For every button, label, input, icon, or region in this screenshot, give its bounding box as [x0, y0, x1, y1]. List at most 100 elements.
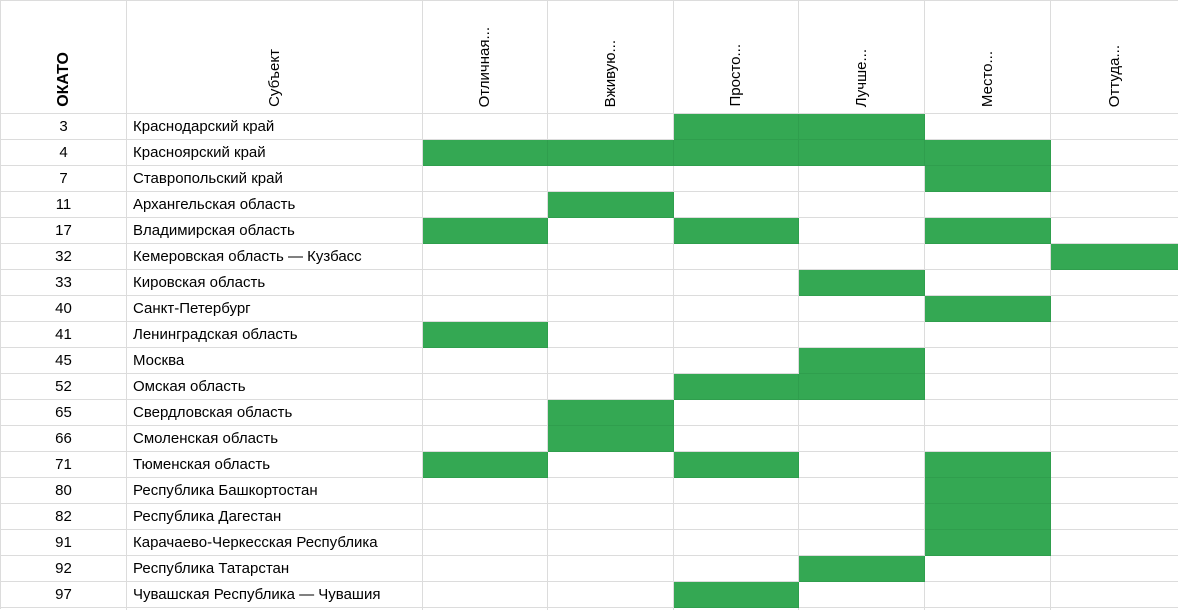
matrix-cell[interactable]: [925, 296, 1051, 322]
matrix-cell[interactable]: [548, 270, 674, 296]
okato-cell[interactable]: 71: [1, 452, 127, 478]
matrix-cell[interactable]: [1051, 322, 1178, 348]
subject-cell[interactable]: Красноярский край: [127, 140, 423, 166]
matrix-cell[interactable]: [423, 426, 548, 452]
matrix-cell[interactable]: [799, 166, 925, 192]
subject-cell[interactable]: Республика Дагестан: [127, 504, 423, 530]
matrix-cell[interactable]: [674, 114, 799, 140]
column-header-cell-ottuda[interactable]: Оттуда...: [1051, 1, 1178, 114]
matrix-cell[interactable]: [925, 478, 1051, 504]
okato-cell[interactable]: 3: [1, 114, 127, 140]
matrix-cell[interactable]: [1051, 504, 1178, 530]
okato-cell[interactable]: 65: [1, 400, 127, 426]
matrix-cell[interactable]: [1051, 582, 1178, 608]
okato-cell[interactable]: 11: [1, 192, 127, 218]
matrix-cell[interactable]: [674, 270, 799, 296]
matrix-cell[interactable]: [674, 530, 799, 556]
matrix-cell[interactable]: [1051, 192, 1178, 218]
matrix-cell[interactable]: [1051, 114, 1178, 140]
matrix-cell[interactable]: [548, 426, 674, 452]
matrix-cell[interactable]: [1051, 218, 1178, 244]
okato-cell[interactable]: 97: [1, 582, 127, 608]
matrix-cell[interactable]: [548, 114, 674, 140]
matrix-cell[interactable]: [799, 582, 925, 608]
matrix-cell[interactable]: [548, 478, 674, 504]
matrix-cell[interactable]: [799, 348, 925, 374]
matrix-cell[interactable]: [799, 452, 925, 478]
subject-cell[interactable]: Владимирская область: [127, 218, 423, 244]
matrix-cell[interactable]: [423, 504, 548, 530]
matrix-cell[interactable]: [925, 192, 1051, 218]
matrix-cell[interactable]: [799, 270, 925, 296]
subject-cell[interactable]: Смоленская область: [127, 426, 423, 452]
okato-cell[interactable]: 91: [1, 530, 127, 556]
matrix-cell[interactable]: [674, 426, 799, 452]
okato-cell[interactable]: 32: [1, 244, 127, 270]
matrix-cell[interactable]: [674, 140, 799, 166]
matrix-cell[interactable]: [548, 348, 674, 374]
matrix-cell[interactable]: [548, 140, 674, 166]
matrix-cell[interactable]: [423, 114, 548, 140]
matrix-cell[interactable]: [925, 374, 1051, 400]
matrix-cell[interactable]: [925, 426, 1051, 452]
matrix-cell[interactable]: [1051, 426, 1178, 452]
matrix-cell[interactable]: [548, 166, 674, 192]
matrix-cell[interactable]: [674, 478, 799, 504]
matrix-cell[interactable]: [799, 218, 925, 244]
matrix-cell[interactable]: [1051, 348, 1178, 374]
matrix-cell[interactable]: [548, 296, 674, 322]
matrix-cell[interactable]: [674, 192, 799, 218]
subject-cell[interactable]: Ставропольский край: [127, 166, 423, 192]
matrix-cell[interactable]: [423, 322, 548, 348]
matrix-cell[interactable]: [423, 400, 548, 426]
subject-cell[interactable]: Архангельская область: [127, 192, 423, 218]
matrix-cell[interactable]: [674, 504, 799, 530]
okato-cell[interactable]: 80: [1, 478, 127, 504]
subject-cell[interactable]: Свердловская область: [127, 400, 423, 426]
matrix-cell[interactable]: [548, 530, 674, 556]
matrix-cell[interactable]: [423, 192, 548, 218]
matrix-cell[interactable]: [1051, 556, 1178, 582]
okato-header-cell[interactable]: ОКАТО: [1, 1, 127, 114]
matrix-cell[interactable]: [925, 556, 1051, 582]
matrix-cell[interactable]: [423, 166, 548, 192]
matrix-cell[interactable]: [799, 530, 925, 556]
subject-header-cell[interactable]: Субъект: [127, 1, 423, 114]
column-header-cell-luchshe[interactable]: Лучше...: [799, 1, 925, 114]
matrix-cell[interactable]: [799, 140, 925, 166]
matrix-cell[interactable]: [925, 348, 1051, 374]
matrix-cell[interactable]: [1051, 270, 1178, 296]
matrix-cell[interactable]: [674, 374, 799, 400]
matrix-cell[interactable]: [423, 296, 548, 322]
matrix-cell[interactable]: [799, 426, 925, 452]
subject-cell[interactable]: Санкт-Петербург: [127, 296, 423, 322]
matrix-cell[interactable]: [925, 582, 1051, 608]
matrix-cell[interactable]: [674, 296, 799, 322]
matrix-cell[interactable]: [1051, 166, 1178, 192]
matrix-cell[interactable]: [548, 452, 674, 478]
matrix-cell[interactable]: [674, 582, 799, 608]
matrix-cell[interactable]: [548, 504, 674, 530]
matrix-cell[interactable]: [925, 504, 1051, 530]
matrix-cell[interactable]: [674, 348, 799, 374]
okato-cell[interactable]: 82: [1, 504, 127, 530]
column-header-cell-otlichnaya[interactable]: Отличная...: [423, 1, 548, 114]
matrix-cell[interactable]: [423, 530, 548, 556]
matrix-cell[interactable]: [799, 478, 925, 504]
okato-cell[interactable]: 4: [1, 140, 127, 166]
matrix-cell[interactable]: [423, 270, 548, 296]
matrix-cell[interactable]: [925, 114, 1051, 140]
matrix-cell[interactable]: [1051, 452, 1178, 478]
matrix-cell[interactable]: [925, 400, 1051, 426]
subject-cell[interactable]: Кемеровская область — Кузбасс: [127, 244, 423, 270]
matrix-cell[interactable]: [1051, 374, 1178, 400]
okato-cell[interactable]: 17: [1, 218, 127, 244]
matrix-cell[interactable]: [1051, 530, 1178, 556]
subject-cell[interactable]: Кировская область: [127, 270, 423, 296]
matrix-cell[interactable]: [674, 400, 799, 426]
matrix-cell[interactable]: [423, 244, 548, 270]
matrix-cell[interactable]: [925, 452, 1051, 478]
okato-cell[interactable]: 7: [1, 166, 127, 192]
matrix-cell[interactable]: [799, 374, 925, 400]
okato-cell[interactable]: 41: [1, 322, 127, 348]
